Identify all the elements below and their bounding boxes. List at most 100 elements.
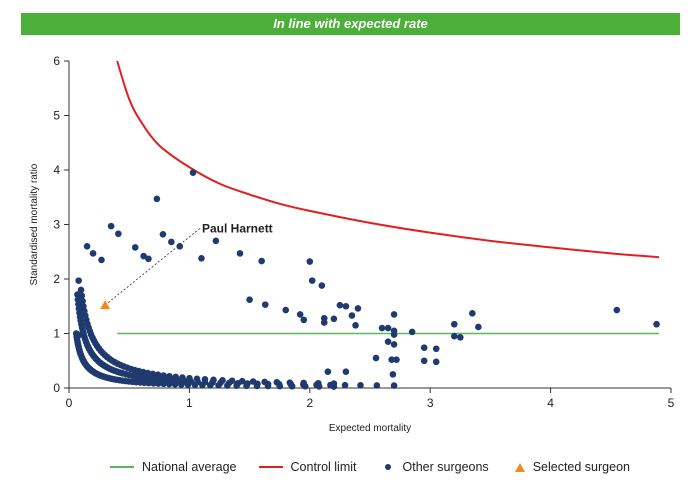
y-tick-label: 6 bbox=[53, 54, 60, 68]
other-surgeon-point bbox=[75, 277, 82, 284]
other-surgeon-point bbox=[98, 256, 105, 264]
other-surgeon-point bbox=[390, 341, 398, 348]
x-tick-label: 5 bbox=[668, 396, 675, 410]
funnel-plot: 0 1 2 3 4 5 6 0 1 2 3 4 5 Expected mortality Standardi… bbox=[29, 54, 675, 434]
other-surgeon-point bbox=[348, 312, 356, 319]
other-surgeon-point bbox=[408, 328, 416, 336]
other-surgeon-point bbox=[653, 320, 660, 328]
y-tick-label: 0 bbox=[53, 381, 60, 395]
selected-surgeon-layer: Paul Harnett bbox=[100, 221, 273, 310]
other-surgeon-point bbox=[450, 320, 458, 328]
other-surgeons-layer bbox=[72, 169, 660, 390]
other-surgeon-point bbox=[372, 354, 380, 362]
selected-surgeon-leader-line bbox=[104, 228, 201, 306]
legend: National average Control limit Other sur… bbox=[110, 460, 652, 474]
other-surgeon-point bbox=[258, 257, 265, 265]
other-surgeon-point bbox=[390, 311, 398, 318]
other-surgeon-point bbox=[378, 324, 386, 332]
legend-national-average[interactable]: National average bbox=[110, 460, 237, 474]
other-surgeon-point bbox=[219, 377, 226, 384]
legend-selected-surgeon-label: Selected surgeon bbox=[532, 460, 630, 474]
other-surgeon-point bbox=[160, 372, 167, 379]
other-surgeon-point bbox=[352, 322, 359, 329]
other-surgeon-point bbox=[145, 379, 153, 387]
other-surgeon-point bbox=[193, 375, 201, 383]
other-surgeon-point bbox=[154, 371, 162, 379]
other-surgeon-point bbox=[324, 368, 332, 375]
other-surgeon-point bbox=[393, 356, 400, 363]
chart-banner-title: In line with expected rate bbox=[21, 13, 680, 35]
national-average-swatch bbox=[110, 466, 134, 468]
x-tick-label: 1 bbox=[186, 396, 193, 410]
other-surgeon-point bbox=[342, 302, 350, 310]
other-surgeon-point bbox=[201, 376, 209, 383]
other-surgeon-point bbox=[115, 230, 122, 238]
legend-other-surgeons-label: Other surgeons bbox=[402, 460, 489, 474]
other-surgeon-point bbox=[153, 195, 161, 203]
selected-surgeon-marker bbox=[100, 300, 111, 310]
other-surgeon-point bbox=[336, 301, 344, 309]
other-surgeon-point bbox=[228, 377, 236, 385]
other-surgeon-point bbox=[168, 238, 175, 246]
other-surgeon-point bbox=[420, 357, 428, 365]
legend-selected-surgeon[interactable]: Selected surgeon bbox=[511, 460, 630, 474]
other-surgeon-point bbox=[330, 315, 338, 323]
legend-other-surgeons[interactable]: Other surgeons bbox=[379, 460, 489, 474]
selected-surgeon-swatch bbox=[514, 462, 525, 472]
other-surgeon-point bbox=[432, 345, 440, 353]
x-tick-label: 2 bbox=[306, 396, 313, 410]
y-tick-label: 1 bbox=[53, 327, 60, 341]
other-surgeon-point bbox=[469, 310, 476, 317]
y-tick-label: 5 bbox=[53, 109, 60, 123]
other-surgeon-point bbox=[166, 372, 173, 380]
other-surgeon-point bbox=[77, 286, 85, 294]
axes: 0 1 2 3 4 5 6 0 1 2 3 4 5 Expected mortality Standardi… bbox=[29, 54, 675, 434]
y-tick-label: 4 bbox=[53, 163, 60, 177]
other-surgeon-point bbox=[384, 338, 392, 345]
legend-control-limit-label: Control limit bbox=[290, 460, 357, 474]
other-surgeon-point bbox=[384, 324, 392, 332]
other-surgeon-point bbox=[261, 301, 269, 308]
other-surgeon-point bbox=[450, 332, 458, 340]
other-surgeon-point bbox=[300, 379, 307, 387]
other-surgeon-point bbox=[144, 369, 152, 377]
other-surgeon-point bbox=[273, 379, 281, 386]
x-axis-title: Expected mortality bbox=[329, 423, 411, 434]
other-surgeon-point bbox=[172, 373, 180, 381]
other-surgeon-point bbox=[83, 243, 91, 250]
x-tick-label: 3 bbox=[427, 396, 434, 410]
other-surgeon-point bbox=[388, 356, 395, 363]
control-limit-swatch bbox=[258, 466, 283, 468]
other-surgeon-point bbox=[244, 380, 251, 387]
other-surgeon-point bbox=[249, 378, 257, 385]
other-surgeon-point bbox=[176, 243, 184, 250]
other-surgeon-point bbox=[210, 376, 217, 384]
other-surgeon-point bbox=[318, 282, 326, 289]
other-surgeon-point bbox=[286, 379, 294, 386]
x-tick-label: 0 bbox=[66, 396, 73, 410]
other-surgeon-point bbox=[341, 381, 349, 389]
x-tick-label: 4 bbox=[547, 396, 554, 410]
other-surgeon-point bbox=[354, 305, 362, 312]
other-surgeon-point bbox=[189, 169, 197, 177]
other-surgeon-point bbox=[306, 258, 314, 265]
other-surgeon-point bbox=[357, 381, 364, 389]
other-surgeon-point bbox=[198, 254, 205, 262]
other-surgeon-point bbox=[179, 374, 186, 381]
other-surgeon-point bbox=[282, 306, 290, 314]
other-surgeon-point bbox=[75, 331, 82, 339]
other-surgeon-point bbox=[475, 323, 482, 331]
other-surgeon-point bbox=[315, 379, 322, 387]
control-limit-line bbox=[116, 60, 660, 259]
other-surgeon-point bbox=[420, 344, 428, 351]
other-surgeon-point bbox=[373, 382, 381, 389]
other-surgeon-point bbox=[390, 382, 398, 389]
other-surgeon-point bbox=[330, 380, 338, 387]
legend-control-limit[interactable]: Control limit bbox=[258, 460, 357, 474]
y-tick-label: 3 bbox=[53, 218, 60, 232]
other-surgeon-point bbox=[149, 370, 157, 378]
other-surgeon-point bbox=[78, 292, 86, 299]
other-surgeon-point bbox=[140, 252, 147, 260]
other-surgeon-point bbox=[390, 331, 398, 338]
other-surgeon-point bbox=[186, 374, 193, 382]
